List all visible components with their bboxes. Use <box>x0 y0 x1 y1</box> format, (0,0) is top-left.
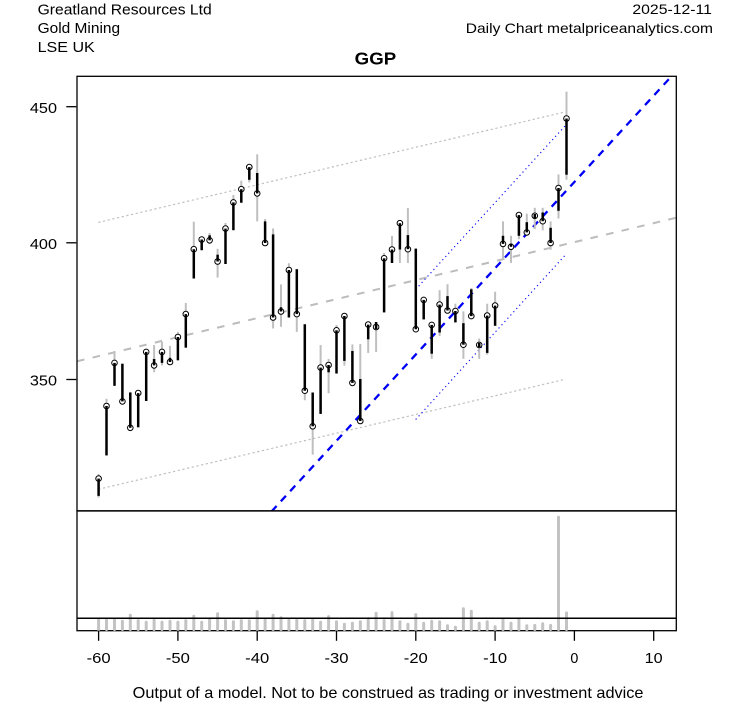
svg-text:10: 10 <box>645 651 663 667</box>
svg-text:-50: -50 <box>166 651 190 667</box>
svg-text:0: 0 <box>570 651 578 667</box>
svg-text:-10: -10 <box>483 651 507 667</box>
svg-text:LSE UK: LSE UK <box>38 40 96 56</box>
svg-text:-40: -40 <box>245 651 269 667</box>
svg-text:Output of a model. Not to be c: Output of a model. Not to be construed a… <box>133 685 644 702</box>
svg-text:-60: -60 <box>87 651 111 667</box>
svg-text:400: 400 <box>30 237 57 253</box>
svg-text:-30: -30 <box>325 651 349 667</box>
svg-text:GGP: GGP <box>355 49 397 69</box>
svg-text:Daily Chart metalpriceanalytic: Daily Chart metalpriceanalytics.com <box>466 20 713 36</box>
svg-text:Gold Mining: Gold Mining <box>38 21 121 37</box>
svg-text:Greatland Resources Ltd: Greatland Resources Ltd <box>38 3 212 19</box>
svg-text:350: 350 <box>30 374 57 390</box>
svg-text:450: 450 <box>30 101 57 117</box>
svg-text:-20: -20 <box>404 651 428 667</box>
svg-text:2025-12-11: 2025-12-11 <box>632 1 712 17</box>
